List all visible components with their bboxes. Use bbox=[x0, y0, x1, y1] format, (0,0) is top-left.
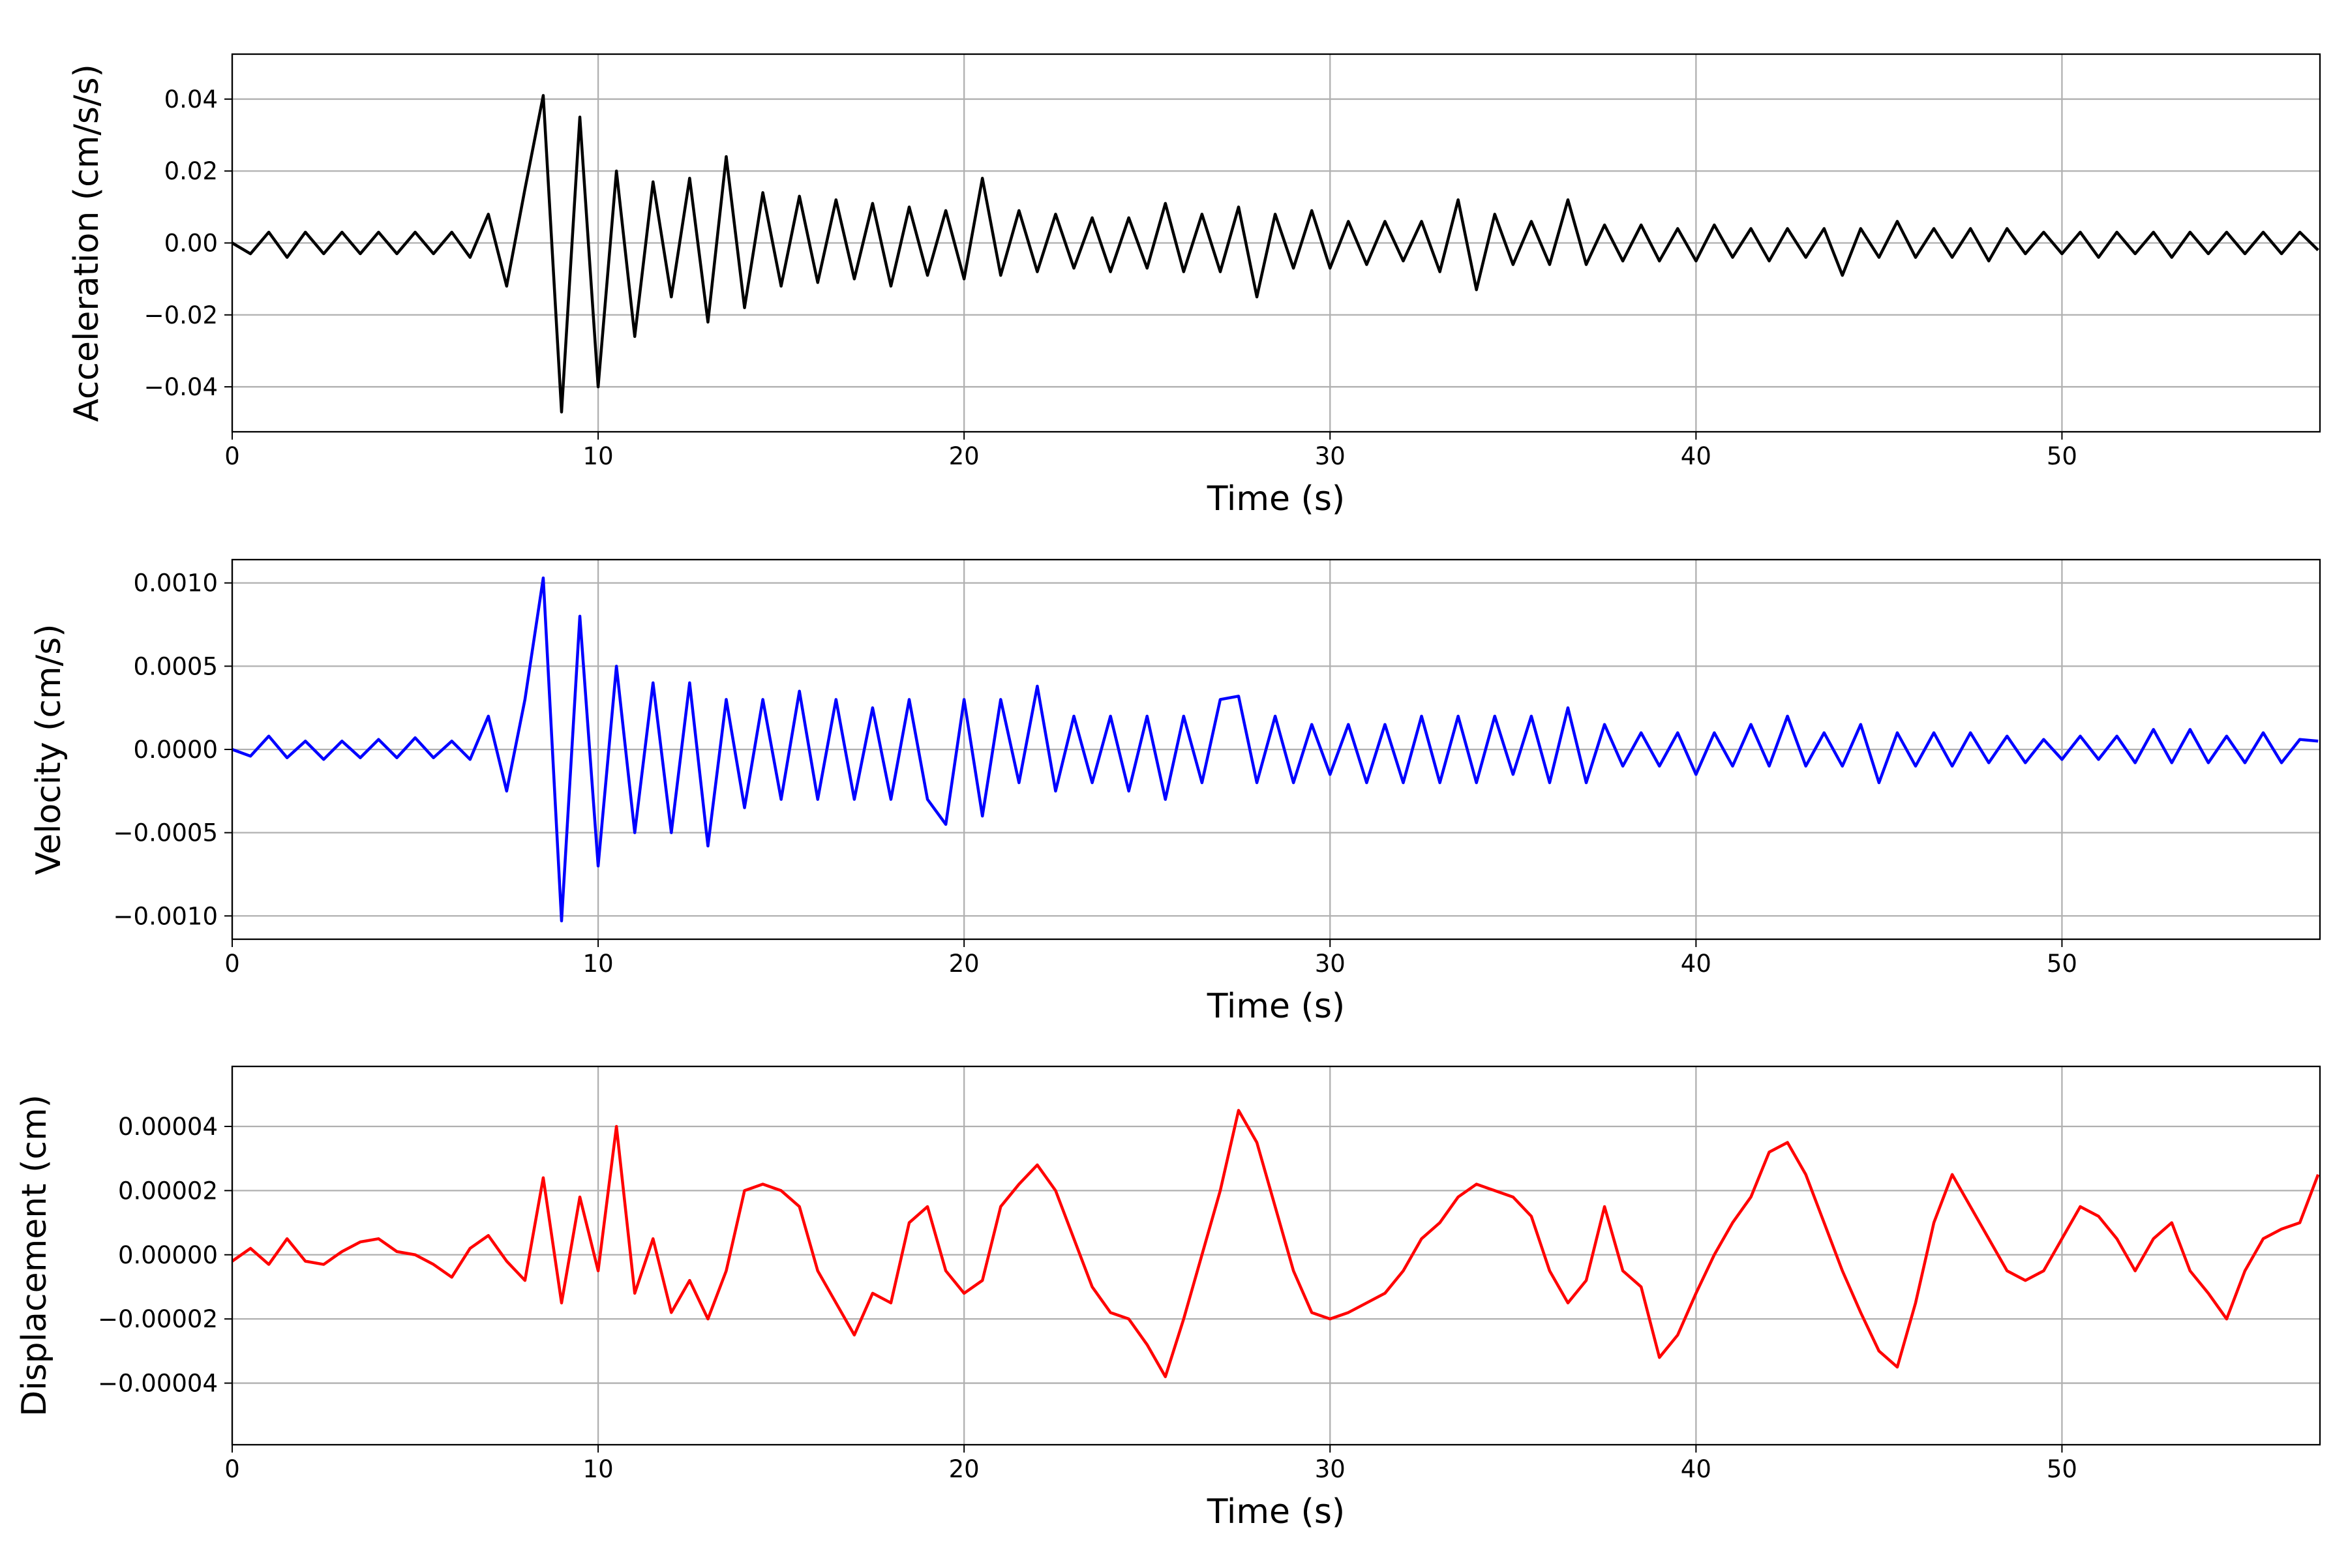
x-tick-label: 20 bbox=[949, 442, 980, 470]
x-tick-label: 30 bbox=[1315, 442, 1346, 470]
y-tick-label: 0.0000 bbox=[134, 736, 218, 764]
x-tick-label: 40 bbox=[1681, 950, 1711, 978]
data-line bbox=[231, 1109, 2320, 1378]
y-tick-label: 0.0005 bbox=[134, 652, 218, 680]
data-line bbox=[231, 94, 2319, 414]
x-tick-label: 30 bbox=[1315, 950, 1346, 978]
x-tick-label: 40 bbox=[1681, 1455, 1711, 1483]
y-tick-label: 0.00 bbox=[164, 230, 218, 258]
x-axis-label: Time (s) bbox=[1207, 1492, 1345, 1531]
axes-frame bbox=[231, 558, 2321, 941]
y-axis-label: Displacement (cm) bbox=[15, 1094, 54, 1417]
x-tick-label: 30 bbox=[1315, 1455, 1346, 1483]
x-tick-label: 20 bbox=[949, 1455, 980, 1483]
x-tick-label: 50 bbox=[2047, 950, 2077, 978]
y-axis-label: Velocity (cm/s) bbox=[29, 624, 68, 875]
y-tick-label: 0.0010 bbox=[134, 569, 218, 597]
y-tick-label: −0.0005 bbox=[113, 819, 218, 847]
data-line bbox=[232, 576, 2319, 923]
x-tick-label: 0 bbox=[224, 950, 240, 978]
axes-frame bbox=[231, 1065, 2321, 1446]
x-tick-label: 50 bbox=[2047, 1455, 2077, 1483]
x-tick-label: 40 bbox=[1681, 442, 1711, 470]
y-tick-label: 0.04 bbox=[164, 85, 218, 113]
x-tick-label: 10 bbox=[583, 950, 614, 978]
x-axis-label: Time (s) bbox=[1207, 479, 1345, 519]
x-tick-label: 0 bbox=[224, 442, 240, 470]
y-axis-label: Acceleration (cm/s/s) bbox=[67, 64, 106, 422]
axes-frame bbox=[231, 53, 2321, 433]
x-tick-label: 20 bbox=[949, 950, 980, 978]
y-tick-label: −0.02 bbox=[144, 301, 218, 329]
y-tick-label: 0.00004 bbox=[118, 1113, 218, 1141]
y-tick-label: 0.00000 bbox=[118, 1241, 218, 1269]
y-tick-label: −0.00002 bbox=[98, 1305, 218, 1333]
y-tick-label: −0.0010 bbox=[113, 902, 218, 930]
y-tick-label: 0.00002 bbox=[118, 1177, 218, 1205]
x-tick-label: 0 bbox=[224, 1455, 240, 1483]
x-tick-label: 50 bbox=[2047, 442, 2077, 470]
x-axis-label: Time (s) bbox=[1207, 987, 1345, 1026]
y-tick-label: −0.04 bbox=[144, 373, 218, 401]
y-tick-label: 0.02 bbox=[164, 157, 218, 185]
x-tick-label: 10 bbox=[583, 442, 614, 470]
y-tick-label: −0.00004 bbox=[98, 1370, 218, 1398]
x-tick-label: 10 bbox=[583, 1455, 614, 1483]
